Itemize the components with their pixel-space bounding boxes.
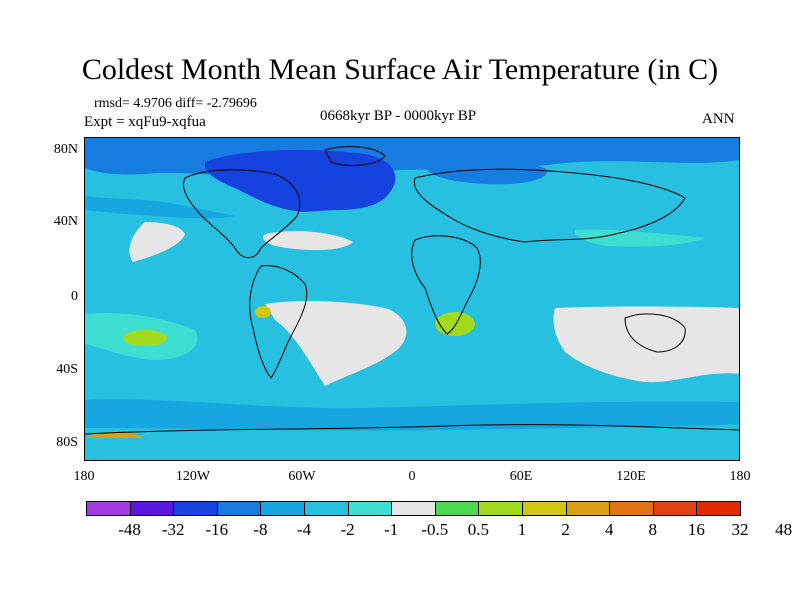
africa-coast	[411, 235, 481, 335]
siberia-cold-region	[425, 160, 547, 185]
colorbar-label: -2	[340, 520, 355, 539]
x-tick-label: 60W	[288, 469, 316, 484]
colorbar-swatch	[565, 501, 611, 516]
x-tick-label: 60E	[509, 469, 533, 484]
coastlines	[85, 146, 739, 435]
south-atlantic-neutral-area	[265, 301, 407, 386]
north-america-coast	[182, 169, 301, 259]
antarctica-coast	[85, 424, 739, 435]
south-pacific-warm-patch	[123, 330, 167, 346]
colorbar-swatch	[609, 501, 654, 516]
colorbar-swatch	[434, 501, 480, 516]
y-tick-label: 80N	[53, 142, 78, 157]
colorbar-label: -16	[205, 520, 229, 539]
y-tick-label: 40N	[53, 214, 78, 229]
season-label: ANN	[702, 111, 735, 127]
rmsd-diff-text: rmsd= 4.9706 diff= -2.79696	[94, 96, 257, 111]
east-pacific-neutral-band	[129, 222, 185, 262]
greenland-coast	[324, 146, 386, 166]
colorbar-label: 48	[775, 520, 793, 539]
x-tick-label: 120E	[616, 469, 646, 484]
x-tick-label: 0	[408, 469, 416, 484]
colorbar-swatch	[652, 501, 698, 516]
colorbar-swatch	[696, 501, 741, 516]
temperature-field-map	[85, 138, 739, 460]
colorbar-swatch	[391, 501, 436, 516]
south-america-coast	[249, 265, 308, 379]
colorbar-label: -4	[296, 520, 312, 539]
experiment-label: Expt = xqFu9-xqfua	[84, 114, 206, 130]
colorbar-swatch	[304, 501, 349, 516]
y-tick-label: 40S	[56, 362, 78, 377]
north-pacific-band	[85, 196, 235, 219]
colorbar-label: -48	[118, 520, 141, 539]
west-pacific-band	[574, 229, 705, 247]
y-tick-label: 0	[71, 289, 78, 304]
colorbar-swatch	[522, 501, 567, 516]
x-tick-label: 120W	[175, 469, 211, 484]
eurasia-coast	[413, 168, 686, 243]
colorbar-label: -8	[253, 520, 268, 539]
antarctica-field	[85, 438, 739, 460]
colorbar-label: 8	[648, 520, 658, 539]
colorbar-label: -32	[161, 520, 185, 539]
colorbar-swatch	[173, 501, 218, 516]
colorbar-label: 16	[687, 520, 705, 539]
y-tick-label: 80S	[56, 435, 78, 450]
colorbar-label: -0.5	[421, 520, 449, 539]
map-panel	[84, 137, 740, 461]
colorbar-label: 0.5	[467, 520, 490, 539]
colorbar-swatch	[260, 501, 305, 516]
period-label: 0668kyr BP - 0000kyr BP	[320, 108, 477, 124]
australia-coast	[624, 313, 686, 353]
x-tick-label: 180	[73, 469, 95, 484]
atlantic-neutral-band	[263, 231, 353, 251]
colorbar-label: 1	[517, 520, 527, 539]
x-tick-label: 180	[729, 469, 751, 484]
southern-ocean-band	[85, 399, 739, 431]
colorbar-swatch	[86, 501, 131, 516]
colorbar-swatch	[347, 501, 393, 516]
plot-title: Coldest Month Mean Surface Air Temperatu…	[81, 53, 719, 86]
colorbar-swatch	[129, 501, 175, 516]
colorbar-swatch	[216, 501, 262, 516]
south-america-warm-patch	[255, 306, 271, 318]
colorbar-label: 4	[604, 520, 614, 539]
colorbar-swatch	[478, 501, 523, 516]
indian-ocean-neutral-area	[553, 306, 739, 383]
southern-africa-warm-patch	[435, 312, 475, 336]
colorbar-label: 2	[561, 520, 570, 539]
colorbar-label: -1	[384, 520, 399, 539]
colorbar-label: 32	[731, 520, 749, 539]
